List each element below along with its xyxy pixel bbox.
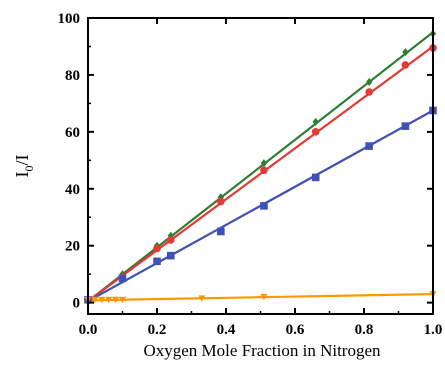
y-tick-label: 20 (65, 239, 80, 255)
svg-text:I0/I: I0/I (12, 154, 36, 177)
x-tick-label: 1.0 (424, 322, 443, 338)
data-point-series-4 (112, 296, 120, 304)
y-tick-label: 60 (65, 125, 80, 141)
y-axis-ticks: 0 20 40 60 80 100 (58, 11, 433, 312)
y-axis-label-rest: /I (12, 154, 32, 165)
data-point-series-2 (260, 166, 268, 175)
data-point-series-3 (118, 274, 127, 283)
data-point-series-2 (311, 128, 320, 136)
y-axis-label: I0/I (12, 154, 36, 177)
x-tick-label: 0.4 (217, 322, 236, 338)
x-axis-label: Oxygen Mole Fraction in Nitrogen (143, 341, 381, 360)
data-point-series-4 (198, 295, 206, 302)
data-point-series-4 (105, 296, 113, 304)
x-tick-label: 0.0 (79, 322, 98, 338)
fit-line-series-1 (87, 31, 434, 303)
y-tick-label: 80 (65, 68, 80, 84)
data-point-series-2 (401, 61, 410, 69)
fit-line-series-4 (87, 292, 434, 302)
data-point-series-2 (167, 236, 175, 244)
data-point-series-3 (401, 122, 410, 130)
data-point-series-4 (118, 296, 127, 304)
data-point-series-3 (167, 251, 175, 260)
data-point-series-2 (153, 244, 161, 253)
data-point-series-1 (260, 159, 268, 168)
x-tick-label: 0.6 (286, 322, 305, 338)
data-point-series-2 (365, 88, 373, 96)
data-point-series-3 (311, 173, 320, 182)
y-tick-label: 40 (65, 182, 80, 198)
x-tick-label: 0.8 (355, 322, 374, 338)
y-tick-label: 100 (58, 11, 81, 27)
data-point-series-4 (260, 293, 268, 301)
data-markers (84, 29, 437, 304)
data-point-series-1 (402, 48, 409, 57)
data-point-series-3 (365, 142, 373, 150)
data-point-series-3 (217, 227, 225, 236)
data-point-series-3 (153, 257, 161, 266)
y-tick-label: 0 (73, 296, 81, 312)
x-axis-ticks: 0.0 0.2 0.4 0.6 0.8 1.0 (79, 18, 443, 338)
y-axis-label-sub: 0 (22, 166, 36, 172)
data-point-series-4 (91, 296, 99, 304)
data-point-series-4 (98, 296, 106, 304)
data-point-series-1 (365, 78, 373, 87)
y-axis-label-main: I (12, 172, 32, 178)
fit-line-series-2 (87, 45, 434, 303)
x-tick-label: 0.2 (148, 322, 167, 338)
data-point-series-2 (217, 197, 225, 206)
data-point-series-3 (260, 202, 268, 210)
data-point-series-1 (312, 117, 319, 126)
fit-lines (87, 31, 434, 303)
